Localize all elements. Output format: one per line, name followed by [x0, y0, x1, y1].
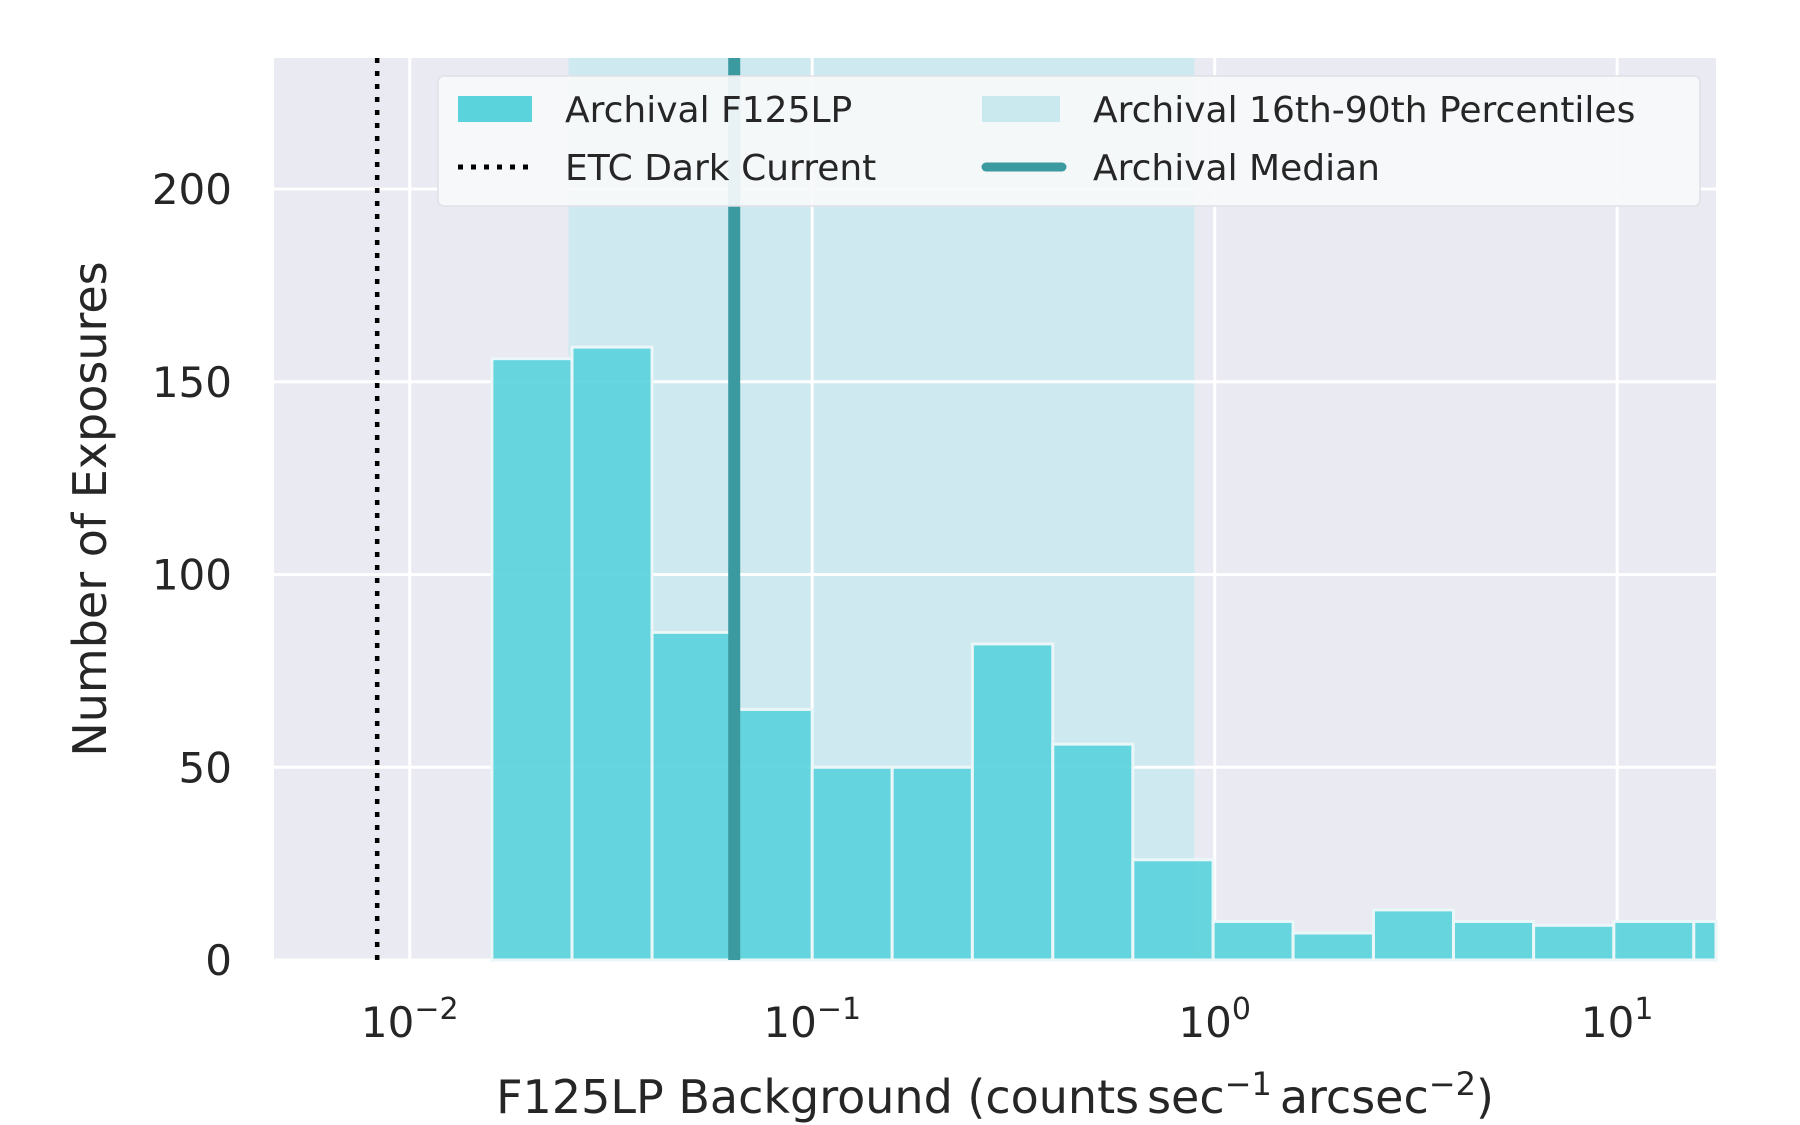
legend-label-archival-median: Archival Median — [1093, 148, 1380, 189]
y-tick-label: 100 — [152, 551, 232, 600]
histogram-bar — [1291, 931, 1375, 962]
x-tick-label: 100 — [1178, 992, 1251, 1047]
tick-labels: 10−2 10−1 100 101 0 50 100 150 200 — [152, 165, 1654, 1047]
legend-frame — [437, 75, 1701, 207]
legend-item-archival-f125lp: Archival F125LP — [458, 90, 852, 131]
y-tick-label: 150 — [152, 358, 232, 407]
histogram-bar — [890, 765, 974, 962]
histogram-bar — [490, 357, 574, 962]
legend: Archival F125LP Archival 16th-90th Perce… — [437, 75, 1701, 207]
reference-lines — [374, 58, 741, 960]
legend-item-etc-dark-current: ETC Dark Current — [458, 148, 876, 189]
histogram-bar — [1612, 919, 1696, 962]
histogram-bar — [1211, 919, 1295, 962]
histogram-bar — [1532, 923, 1616, 962]
y-tick-label: 200 — [152, 165, 232, 214]
histogram-bar — [1451, 919, 1536, 962]
legend-label-etc-dark-current: ETC Dark Current — [565, 148, 876, 189]
y-axis-label: Number of Exposures — [63, 261, 117, 756]
legend-label-percentile-band: Archival 16th-90th Percentiles — [1093, 90, 1635, 131]
x-tick-label: 101 — [1581, 992, 1654, 1047]
histogram-bar — [970, 642, 1055, 962]
x-tick-label: 10−2 — [361, 992, 459, 1047]
histogram-bar — [1131, 858, 1215, 962]
y-tick-label: 0 — [205, 936, 232, 985]
histogram-bar — [1692, 919, 1718, 962]
legend-item-archival-median: Archival Median — [981, 148, 1380, 189]
y-tick-label: 50 — [179, 743, 232, 792]
histogram-bar — [1371, 908, 1455, 962]
legend-swatch-percentile-band — [982, 96, 1060, 122]
legend-label-archival-f125lp: Archival F125LP — [565, 90, 852, 131]
histogram-bar — [730, 707, 814, 962]
legend-item-percentile-band: Archival 16th-90th Percentiles — [982, 90, 1635, 131]
histogram-bar — [570, 345, 654, 962]
histogram-bars — [490, 345, 1718, 962]
x-axis-label: F125LP Background (counts sec−1 arcsec−2) — [496, 1065, 1494, 1124]
histogram-bar — [810, 765, 894, 962]
histogram-bar — [650, 630, 734, 962]
legend-swatch-archival-f125lp — [458, 96, 532, 122]
histogram-bar — [1051, 742, 1135, 962]
x-tick-label: 10−1 — [763, 992, 861, 1047]
